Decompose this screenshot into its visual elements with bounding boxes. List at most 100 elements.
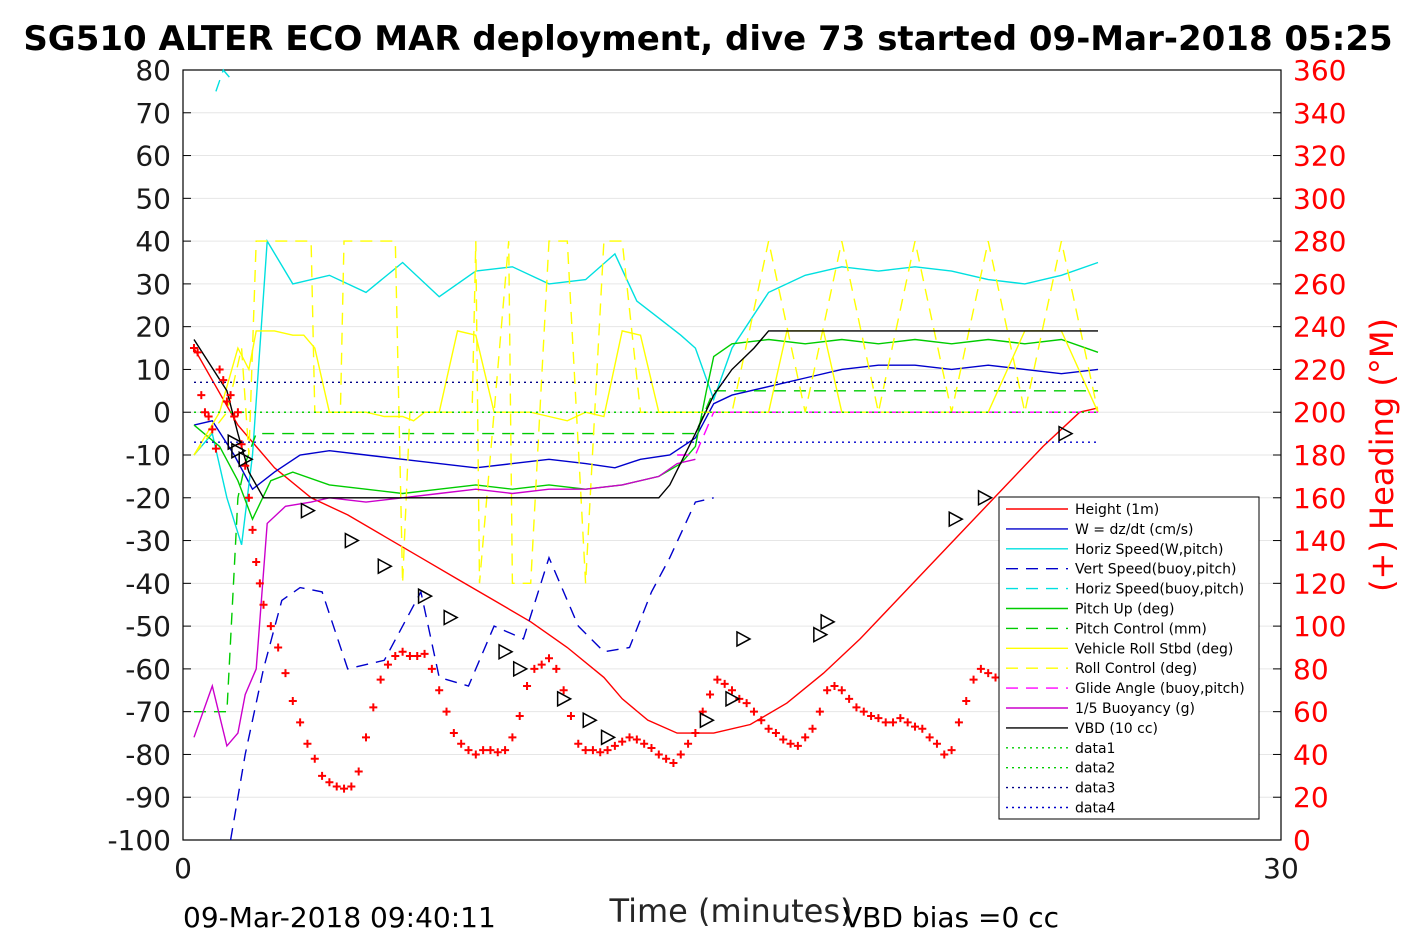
y-right-tick-label: 340: [1293, 97, 1346, 130]
y-left-tick-label: -50: [125, 610, 171, 643]
heading-point: [391, 652, 400, 661]
heading-point: [647, 744, 656, 753]
series-line-9: [677, 411, 1098, 456]
heading-point: [742, 699, 751, 708]
heading-point: [248, 525, 257, 534]
heading-point: [376, 675, 385, 684]
heading-point: [340, 784, 349, 793]
chart-title: SG510 ALTER ECO MAR deployment, dive 73 …: [23, 19, 1392, 59]
triangle-marker: [948, 510, 964, 528]
legend-label: data4: [1075, 801, 1116, 817]
heading-point: [662, 754, 671, 763]
series-line-11: [193, 330, 1098, 499]
heading-point: [867, 711, 876, 720]
legend-label: Horiz Speed(buoy,pitch): [1075, 582, 1244, 598]
heading-point: [318, 771, 327, 780]
y-axis-left: 80 70 60 50 40 30 20 10 0 -10 -20 -30 -40 -50 -60 -70 -8…: [107, 54, 191, 857]
heading-point: [398, 647, 407, 656]
heading-point: [757, 716, 766, 725]
heading-point: [405, 652, 414, 661]
heading-point: [969, 675, 978, 684]
y-right-tick-label: 160: [1293, 482, 1346, 515]
heading-point: [603, 746, 612, 755]
heading-point: [230, 412, 239, 421]
heading-point: [226, 391, 235, 400]
heading-point: [479, 746, 488, 755]
heading-point: [222, 397, 231, 406]
heading-point: [837, 686, 846, 695]
heading-point: [823, 686, 832, 695]
heading-point: [845, 694, 854, 703]
heading-point: [588, 746, 597, 755]
series-line-5: [193, 338, 1099, 521]
series-line-7: [193, 330, 1099, 456]
triangle-marker: [736, 630, 752, 648]
legend-box: [998, 496, 1260, 820]
heading-point: [676, 750, 685, 759]
heading-point: [310, 754, 319, 763]
triangle-marker: [498, 643, 514, 661]
heading-point: [581, 746, 590, 755]
y-axis-right: 3603403203002802602402202001801601401201…: [1273, 54, 1346, 857]
heading-point: [852, 703, 861, 712]
heading-point: [255, 579, 264, 588]
heading-point: [501, 746, 510, 755]
heading-point: [684, 739, 693, 748]
legend-label: data1: [1075, 741, 1115, 757]
series-line-1: [193, 364, 1099, 491]
heading-point: [189, 344, 198, 353]
heading-point: [728, 686, 736, 695]
legend-label: Horiz Speed(W,pitch): [1075, 542, 1223, 558]
heading-point: [976, 664, 985, 673]
heading-point: [889, 718, 898, 727]
legend-label: Height (1m): [1075, 502, 1159, 518]
y-right-tick-label: 200: [1293, 396, 1346, 429]
x-tick-label: 0: [174, 852, 192, 885]
heading-point: [369, 703, 378, 712]
legend-label: Vehicle Roll Stbd (deg): [1075, 641, 1233, 657]
heading-layer: [189, 344, 1059, 793]
heading-point: [932, 739, 941, 748]
series-line-3: [229, 497, 714, 841]
y-left-tick-label: 20: [135, 311, 171, 344]
y-right-tick-label: 300: [1293, 182, 1346, 215]
heading-point: [691, 729, 700, 738]
triangle-marker: [417, 587, 434, 605]
heading-point: [508, 733, 517, 742]
heading-point: [215, 365, 224, 374]
y-left-tick-label: 0: [153, 396, 171, 429]
y-left-tick-label: 50: [135, 182, 171, 215]
heading-point: [493, 748, 502, 757]
heading-point: [325, 778, 334, 787]
y-left-tick-label: -70: [125, 696, 171, 729]
heading-point: [896, 714, 905, 723]
heading-point: [252, 557, 261, 566]
heading-point: [815, 707, 824, 716]
heading-point: [830, 682, 839, 690]
heading-point: [537, 660, 546, 669]
series-line-6: [194, 390, 1098, 713]
y-left-tick-label: -60: [125, 653, 171, 686]
triangle-marker: [600, 729, 617, 746]
triangle-marker: [813, 626, 829, 643]
heading-point: [281, 669, 290, 678]
y-right-tick-label: 180: [1293, 439, 1346, 472]
triangle-marker: [1058, 425, 1074, 442]
heading-point: [515, 711, 524, 720]
legend-label: data2: [1075, 761, 1115, 777]
y-left-tick-label: 80: [135, 54, 171, 87]
heading-point: [881, 718, 890, 727]
heading-point: [552, 664, 561, 673]
heading-point: [566, 711, 575, 720]
heading-point: [427, 664, 436, 673]
heading-point: [618, 737, 627, 746]
heading-point: [332, 782, 341, 791]
y-left-tick-label: -90: [125, 781, 171, 814]
heading-point: [259, 600, 268, 609]
heading-point: [200, 408, 209, 417]
heading-point: [354, 767, 363, 776]
heading-point: [296, 718, 305, 727]
heading-point: [303, 739, 312, 748]
heading-point: [771, 729, 780, 738]
